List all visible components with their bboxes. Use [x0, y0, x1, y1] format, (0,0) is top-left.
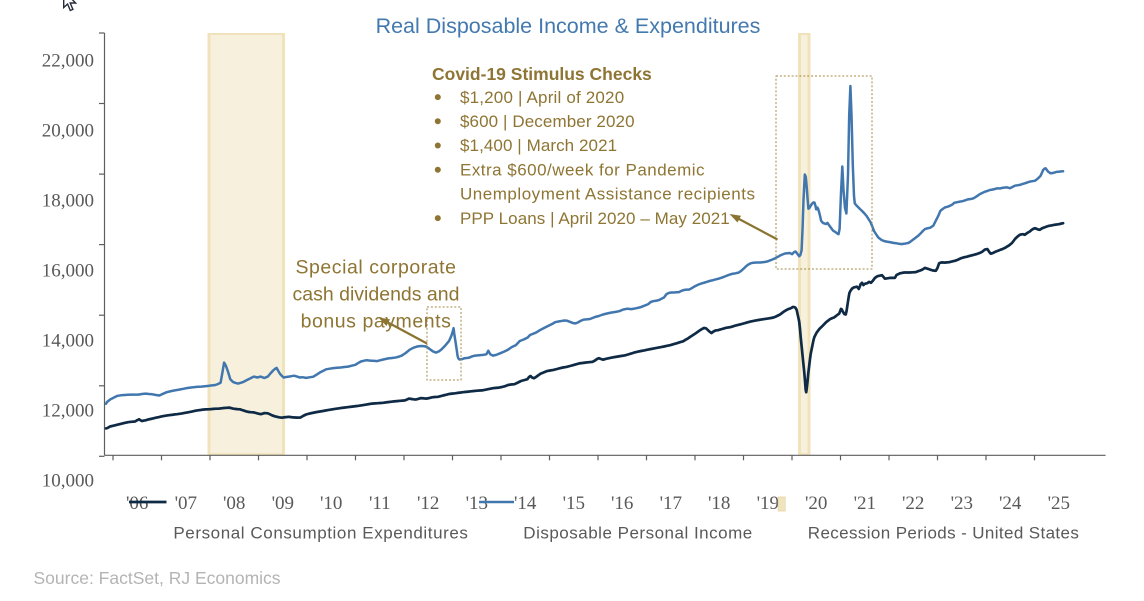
- svg-text:'13: '13: [466, 493, 488, 514]
- svg-text:20,000: 20,000: [42, 121, 94, 142]
- svg-text:'18: '18: [708, 493, 730, 514]
- svg-text:16,000: 16,000: [42, 261, 94, 282]
- svg-text:'08: '08: [223, 493, 245, 514]
- svg-text:'14: '14: [514, 493, 537, 514]
- svg-text:'10: '10: [320, 493, 342, 514]
- svg-text:'22: '22: [902, 493, 924, 514]
- svg-text:'21: '21: [854, 493, 876, 514]
- svg-text:'11: '11: [369, 493, 391, 514]
- svg-text:Disposable Personal Income: Disposable Personal Income: [523, 524, 752, 543]
- svg-text:14,000: 14,000: [42, 330, 94, 351]
- svg-text:Extra $600/week for Pandemic: Extra $600/week for Pandemic: [460, 160, 705, 179]
- svg-text:18,000: 18,000: [42, 191, 94, 212]
- svg-text:bonus payments: bonus payments: [301, 311, 452, 333]
- svg-text:'15: '15: [563, 493, 585, 514]
- svg-text:22,000: 22,000: [42, 51, 94, 72]
- svg-text:$1,200 | April of 2020: $1,200 | April of 2020: [460, 88, 624, 107]
- svg-text:Covid-19 Stimulus Checks: Covid-19 Stimulus Checks: [432, 64, 652, 84]
- svg-text:'12: '12: [417, 493, 439, 514]
- svg-text:'23: '23: [951, 493, 973, 514]
- svg-text:10,000: 10,000: [42, 470, 94, 491]
- svg-text:'24: '24: [999, 493, 1022, 514]
- svg-text:'09: '09: [272, 493, 294, 514]
- svg-text:Unemployment Assistance recipi: Unemployment Assistance recipients: [460, 185, 755, 204]
- svg-text:Source: FactSet, RJ Economics: Source: FactSet, RJ Economics: [34, 568, 281, 588]
- svg-text:'07: '07: [175, 493, 197, 514]
- svg-text:$600 | December 2020: $600 | December 2020: [460, 112, 635, 131]
- svg-text:'20: '20: [805, 493, 827, 514]
- svg-text:'25: '25: [1048, 493, 1070, 514]
- svg-text:Real Disposable Income & Expen: Real Disposable Income & Expenditures: [376, 14, 761, 38]
- svg-text:$1,400 | March 2021: $1,400 | March 2021: [460, 136, 617, 155]
- svg-text:Personal Consumption Expenditu: Personal Consumption Expenditures: [173, 524, 468, 543]
- svg-text:'16: '16: [611, 493, 633, 514]
- svg-text:cash dividends and: cash dividends and: [293, 284, 460, 306]
- svg-text:'17: '17: [660, 493, 682, 514]
- svg-text:12,000: 12,000: [42, 400, 94, 421]
- svg-text:'19: '19: [757, 493, 779, 514]
- svg-text:Special corporate: Special corporate: [295, 257, 456, 279]
- svg-text:PPP Loans | April 2020 – May 2: PPP Loans | April 2020 – May 2021: [460, 209, 730, 228]
- svg-text:Recession Periods - United Sta: Recession Periods - United States: [808, 524, 1079, 543]
